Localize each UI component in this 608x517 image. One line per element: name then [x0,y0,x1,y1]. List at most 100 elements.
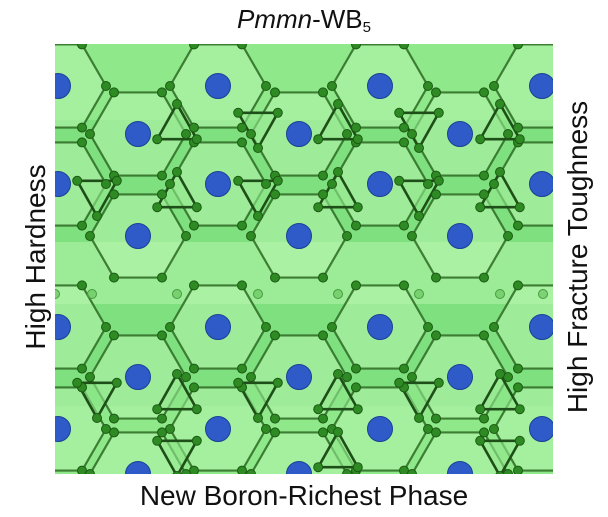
boron-atom [423,81,433,91]
tungsten-atom [286,364,312,390]
boron-atom [479,189,489,200]
boron-atom [85,372,95,382]
crystal-structure-diagram [55,44,553,474]
boron-triangle [477,439,523,474]
boron-atom [165,81,175,91]
boron-atom [72,175,83,186]
boron-atom-faded [172,289,182,299]
boron-triangle [477,371,523,411]
boron-atom [246,231,256,241]
boron-atom [77,280,87,291]
boron-atom [270,189,280,200]
boron-atom [109,189,119,200]
boron-atom [189,280,199,291]
boron-atom [342,129,352,139]
boron-triangle [154,169,200,209]
boron-atom [189,122,199,133]
boron-atom [327,179,337,189]
boron-atom [77,44,87,50]
boron-atom [433,107,444,118]
boron-atom [503,129,513,139]
boron-atom [431,413,441,424]
boron-atom [503,231,513,241]
boron-atom [431,427,441,438]
boron-atom [318,330,328,341]
boron-atom [181,372,191,382]
boron-atom [431,272,441,283]
boron-atom [479,330,489,341]
boron-atom [513,382,523,393]
boron-atom [72,377,83,388]
boron-atom [433,377,444,388]
tungsten-atom [367,416,393,442]
boron-atom [237,137,247,148]
boron-atom [253,143,263,153]
boron-atom [489,322,499,332]
boron-atom [327,322,337,332]
tungsten-atom [447,461,473,474]
boron-atom [495,369,505,379]
boron-atom [479,427,489,438]
boron-atom [514,435,525,446]
boron-atom [272,377,283,388]
boron-atom [489,81,499,91]
boron-atom [272,175,283,186]
boron-atom [352,404,363,415]
boron-atom [431,330,441,341]
boron-atom [333,427,343,437]
boron-atom [246,129,256,139]
boron-atom [270,272,280,283]
boron-triangle [477,169,523,209]
boron-atoms [55,44,548,474]
boron-atom [313,404,324,415]
boron-atom [237,280,247,291]
boron-atom [513,122,523,133]
boron-atom [237,363,247,374]
boron-atom [157,413,167,424]
boron-atom [318,189,328,200]
boron-atom [165,179,175,189]
boron-atom [157,427,167,438]
boron-atom [270,87,280,98]
boron-atom [270,413,280,424]
boron-triangle [396,179,442,219]
boron-atom [109,272,119,283]
boron-atom [157,189,167,200]
boron-atom [479,413,489,424]
boron-atom [479,87,489,98]
boron-atom [261,322,271,332]
boron-atom [475,404,486,415]
boron-atom [514,404,525,415]
boron-atom [318,87,328,98]
boron-atom [157,87,167,98]
boron-atom [318,170,328,181]
tungsten-atom [367,314,393,340]
boron-atom [423,179,433,189]
boron-atom-faded [495,289,505,299]
boron-atom [352,134,363,145]
boron-atom [246,469,256,474]
boron-atom [189,382,199,393]
boron-atom [181,469,191,474]
boron-atom [513,363,523,374]
boron-atom [318,413,328,424]
boron-atom [270,427,280,438]
boron-atom [513,465,523,474]
boron-atom [351,280,361,291]
boron-atom [165,322,175,332]
boron-atom [152,404,163,415]
space-group-label: Pmmn [236,4,313,34]
boron-atom [352,202,363,213]
boron-triangle [154,371,200,411]
boron-atom [92,211,102,221]
boron-atom [313,134,324,145]
boron-atom [407,469,417,474]
tungsten-atom [529,73,553,99]
boron-atom [85,469,95,474]
boron-atom [351,220,361,231]
boron-atom [109,413,119,424]
boron-atom [513,44,523,50]
tungsten-atom [529,314,553,340]
boron-triangle [315,169,361,209]
left-label: High Hardness [20,164,51,350]
